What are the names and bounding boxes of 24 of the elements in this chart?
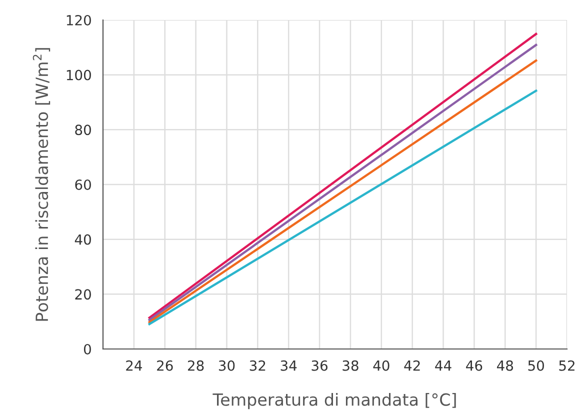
x-tick-label: 52 <box>559 360 574 371</box>
y-tick-label: 100 <box>66 70 91 80</box>
x-tick-label: 34 <box>280 360 297 371</box>
y-tick-label: 40 <box>74 234 91 245</box>
x-tick-label: 24 <box>126 360 142 371</box>
y-tick-label: 20 <box>75 289 91 300</box>
y-axis-title: Potenza in riscaldamento [W/m$^{2}$] <box>32 48 50 321</box>
x-tick-label: 48 <box>496 360 514 371</box>
x-tick-label: 30 <box>218 360 235 371</box>
x-tick-label: 36 <box>312 360 328 371</box>
x-tick-label: 38 <box>342 360 358 371</box>
x-tick-label: 40 <box>373 360 390 371</box>
x-tick-label: 26 <box>157 360 173 371</box>
y-tick-label: 80 <box>75 124 91 136</box>
y-tick-label: 0 <box>84 344 91 354</box>
y-tick-label: 60 <box>75 179 91 190</box>
x-tick-label: 50 <box>528 360 544 371</box>
x-tick-label: 42 <box>404 360 420 371</box>
x-tick-label: 28 <box>188 360 204 371</box>
y-tick-label: 120 <box>66 14 91 26</box>
x-tick-label: 32 <box>250 360 266 371</box>
x-tick-label: 46 <box>466 360 482 371</box>
x-axis-title: Temperatura di mandata [°C] <box>212 392 456 410</box>
x-tick-label: 44 <box>435 360 452 371</box>
